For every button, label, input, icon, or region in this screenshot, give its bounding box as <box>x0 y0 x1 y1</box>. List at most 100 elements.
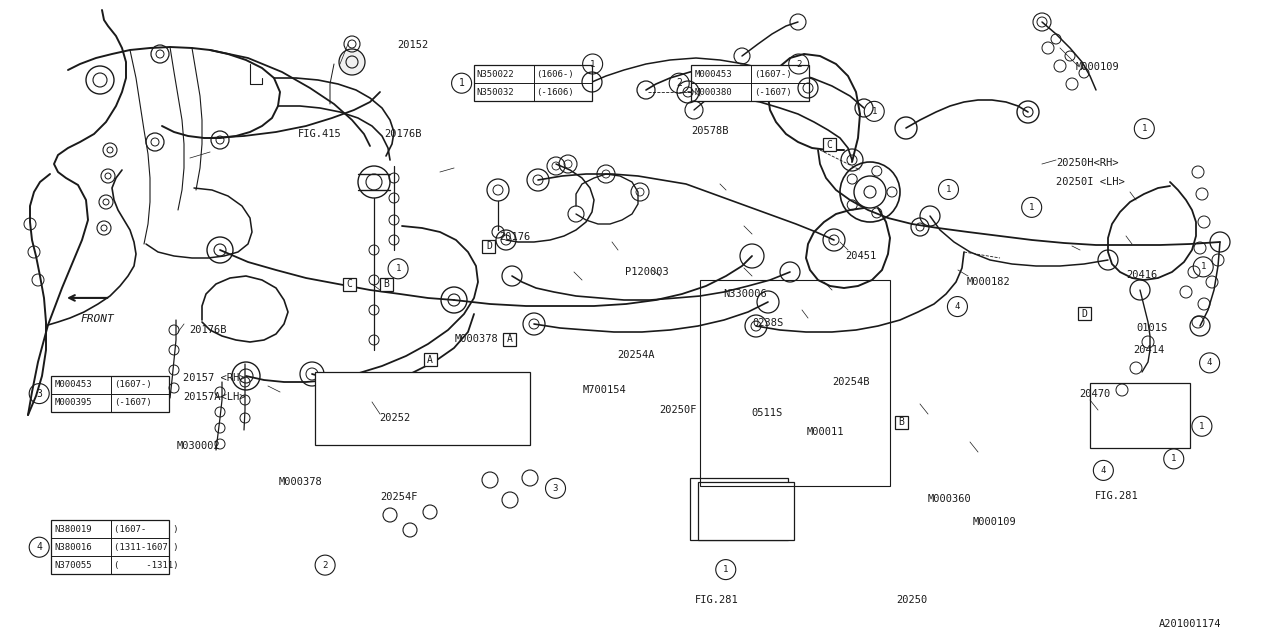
Text: 1: 1 <box>946 185 951 194</box>
Text: M030002: M030002 <box>177 441 220 451</box>
Text: (1607-): (1607-) <box>114 380 152 389</box>
Text: N380019: N380019 <box>54 525 92 534</box>
Text: 20176: 20176 <box>499 232 530 242</box>
Text: (     -1311): ( -1311) <box>114 561 179 570</box>
Text: FRONT: FRONT <box>81 314 114 324</box>
Text: 1: 1 <box>1201 262 1206 271</box>
Text: 2: 2 <box>796 60 801 68</box>
Text: 20152: 20152 <box>397 40 428 50</box>
Text: (-1607): (-1607) <box>754 88 792 97</box>
Bar <box>698 482 794 540</box>
Text: M00011: M00011 <box>806 427 844 437</box>
Bar <box>315 372 530 445</box>
Text: 20578B: 20578B <box>691 126 728 136</box>
Text: M700154: M700154 <box>582 385 626 396</box>
Text: 1: 1 <box>1142 124 1147 133</box>
Text: 4: 4 <box>36 542 42 552</box>
Bar <box>823 138 836 151</box>
Text: N350032: N350032 <box>476 88 515 97</box>
Text: 20176B: 20176B <box>384 129 421 140</box>
Text: 20451: 20451 <box>845 251 876 261</box>
Text: B: B <box>384 279 389 289</box>
Text: FIG.281: FIG.281 <box>1094 491 1138 501</box>
Text: M000380: M000380 <box>694 88 732 97</box>
Text: 20176B: 20176B <box>189 324 227 335</box>
Bar <box>424 353 436 366</box>
Text: A: A <box>428 355 433 365</box>
Text: D: D <box>1082 308 1087 319</box>
Text: (1311-1607 ): (1311-1607 ) <box>114 543 179 552</box>
Text: M000453: M000453 <box>694 70 732 79</box>
Text: 1: 1 <box>872 107 877 116</box>
Bar <box>474 65 591 101</box>
Text: (-1607): (-1607) <box>114 398 152 407</box>
Text: 4: 4 <box>955 302 960 311</box>
Text: 20250I <LH>: 20250I <LH> <box>1056 177 1125 188</box>
Text: M000395: M000395 <box>54 398 92 407</box>
Bar <box>380 278 393 291</box>
Text: 4: 4 <box>1101 466 1106 475</box>
Text: N370055: N370055 <box>54 561 92 570</box>
Text: 20250H<RH>: 20250H<RH> <box>1056 158 1119 168</box>
Text: M000453: M000453 <box>54 380 92 389</box>
Bar <box>1078 307 1091 320</box>
Text: D: D <box>486 241 492 252</box>
Text: 20254A: 20254A <box>617 350 654 360</box>
Text: FIG.415: FIG.415 <box>298 129 342 140</box>
Text: 4: 4 <box>1207 358 1212 367</box>
Text: 2: 2 <box>676 78 682 88</box>
Bar <box>503 333 516 346</box>
Text: N330006: N330006 <box>723 289 767 300</box>
Text: 20416: 20416 <box>1126 270 1157 280</box>
Text: 20414: 20414 <box>1133 345 1164 355</box>
Text: 20157 <RH>: 20157 <RH> <box>183 372 246 383</box>
Text: P120003: P120003 <box>625 267 668 277</box>
Text: 20250: 20250 <box>896 595 927 605</box>
Text: (-1606): (-1606) <box>536 88 575 97</box>
Text: (1606-): (1606-) <box>536 70 575 79</box>
Text: 1: 1 <box>1029 203 1034 212</box>
Text: A: A <box>507 334 512 344</box>
Text: 1: 1 <box>1171 454 1176 463</box>
Text: (1607-     ): (1607- ) <box>114 525 179 534</box>
Text: 1: 1 <box>590 60 595 68</box>
Text: 20157A<LH>: 20157A<LH> <box>183 392 246 402</box>
Text: 2: 2 <box>323 561 328 570</box>
Bar <box>690 478 788 540</box>
Text: 3: 3 <box>553 484 558 493</box>
Text: M000360: M000360 <box>928 494 972 504</box>
Text: 3: 3 <box>36 388 42 399</box>
Text: C: C <box>347 279 352 289</box>
Text: B: B <box>899 417 904 428</box>
Text: 0101S: 0101S <box>1137 323 1167 333</box>
Bar <box>51 376 169 412</box>
Text: 1: 1 <box>1199 422 1204 431</box>
Text: C: C <box>827 140 832 150</box>
Text: M000182: M000182 <box>966 276 1010 287</box>
Text: 0511S: 0511S <box>751 408 782 418</box>
Text: M000378: M000378 <box>454 334 498 344</box>
Text: FIG.281: FIG.281 <box>695 595 739 605</box>
Bar <box>483 240 495 253</box>
Text: 1: 1 <box>458 78 465 88</box>
Text: (1607-): (1607-) <box>754 70 792 79</box>
Text: N380016: N380016 <box>54 543 92 552</box>
Bar <box>700 280 890 486</box>
Bar <box>51 520 169 574</box>
Text: M000109: M000109 <box>1075 62 1119 72</box>
Text: 20252: 20252 <box>379 413 410 423</box>
Bar <box>1091 383 1190 448</box>
Text: 20254B: 20254B <box>832 377 869 387</box>
Bar <box>343 278 356 291</box>
Circle shape <box>339 49 365 75</box>
Text: 20254F: 20254F <box>380 492 417 502</box>
Text: 1: 1 <box>396 264 401 273</box>
Bar <box>895 416 908 429</box>
Bar <box>691 65 809 101</box>
Text: A201001174: A201001174 <box>1158 619 1221 629</box>
Text: 20250F: 20250F <box>659 404 696 415</box>
Text: 20470: 20470 <box>1079 388 1110 399</box>
Text: N350022: N350022 <box>476 70 515 79</box>
Text: 0238S: 0238S <box>753 318 783 328</box>
Text: 1: 1 <box>723 565 728 574</box>
